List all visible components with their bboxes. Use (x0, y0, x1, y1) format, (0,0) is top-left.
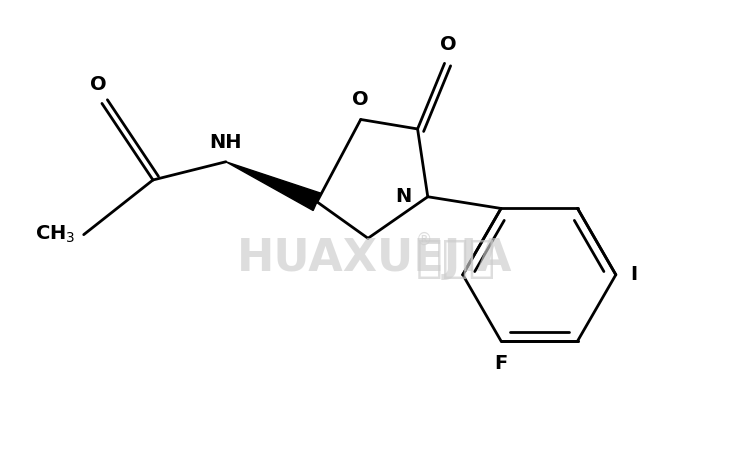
Text: I: I (631, 265, 637, 284)
Text: O: O (90, 75, 107, 94)
Text: 化学加: 化学加 (415, 237, 495, 280)
Text: O: O (353, 90, 369, 109)
Text: ®: ® (415, 231, 432, 249)
Text: O: O (440, 35, 456, 54)
Polygon shape (226, 162, 321, 211)
Text: N: N (395, 187, 411, 206)
Text: F: F (495, 354, 508, 373)
Text: NH: NH (210, 133, 242, 152)
Text: CH$_3$: CH$_3$ (35, 224, 75, 245)
Text: HUAXUEJIA: HUAXUEJIA (237, 237, 512, 280)
